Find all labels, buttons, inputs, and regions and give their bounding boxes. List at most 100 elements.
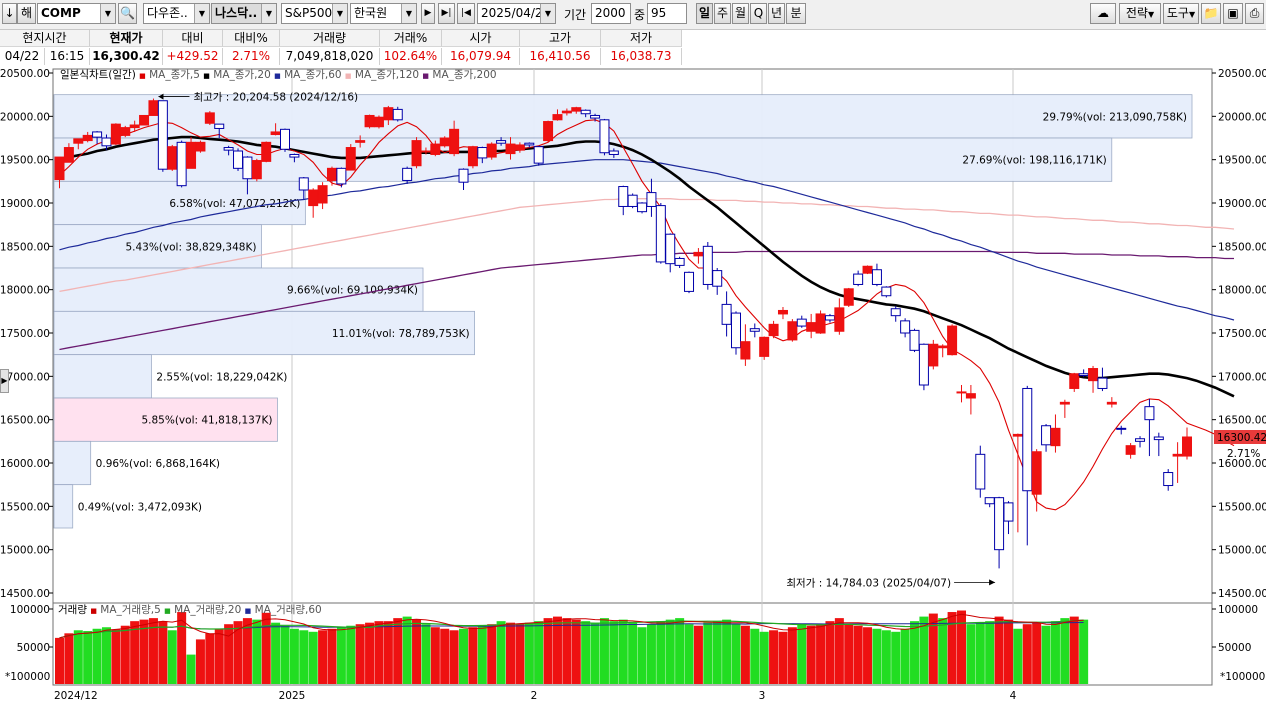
- panel-expand-icon[interactable]: ▶: [0, 369, 9, 393]
- folder-icon[interactable]: 📁: [1201, 3, 1221, 24]
- quote-high: 16,410.56: [520, 48, 601, 65]
- y-tick-label-right: 18500.00: [1218, 241, 1266, 253]
- chevron-down-icon[interactable]: ▼: [540, 4, 555, 23]
- candle-body: [383, 107, 394, 121]
- code-input[interactable]: COMP ▼: [37, 3, 116, 24]
- period-input[interactable]: 2000: [591, 3, 631, 24]
- volume-bar: [111, 629, 121, 684]
- play-right-icon[interactable]: ▶: [421, 3, 435, 24]
- candle-body: [815, 313, 826, 334]
- candle-body: [364, 114, 375, 128]
- chevron-down-icon[interactable]: ▼: [261, 4, 276, 23]
- prev-start-icon[interactable]: |◀: [457, 3, 475, 24]
- vol-tick-label-left: 100000: [10, 604, 50, 616]
- x-tick-label: 2: [531, 690, 538, 702]
- tools-button[interactable]: 도구▼: [1163, 3, 1199, 24]
- print-icon[interactable]: ⎙: [1245, 3, 1264, 24]
- volume-bar: [101, 627, 111, 684]
- candle-body: [439, 137, 450, 147]
- vol-tick-label-left: 50000: [17, 642, 50, 654]
- period-minute-button[interactable]: 분: [786, 3, 806, 24]
- volume-bar: [224, 624, 234, 684]
- last-price-box: [1214, 430, 1266, 444]
- volume-profile-bar: [53, 310, 475, 356]
- y-tick-label-left: 15500.00: [0, 501, 50, 513]
- cloud-icon[interactable]: ☁: [1090, 3, 1116, 24]
- candle-body: [1182, 436, 1192, 457]
- candle-body: [1135, 438, 1146, 442]
- market-select-1[interactable]: 다우존.. ▼: [143, 3, 210, 24]
- y-tick-label-left: 17000.00: [0, 371, 50, 383]
- candle-body: [505, 143, 516, 155]
- y-tick-label-left: 19000.00: [0, 198, 50, 210]
- period-label: 기간: [564, 8, 587, 22]
- sea-button[interactable]: 해: [17, 3, 36, 24]
- volume-bar: [938, 618, 948, 684]
- x-tick-label: 4: [1010, 690, 1017, 702]
- currency-select[interactable]: 한국원 ▼: [350, 3, 417, 24]
- down-arrow-button[interactable]: ↓: [2, 3, 17, 24]
- volume-bar: [722, 619, 732, 684]
- volume-bar: [158, 621, 168, 684]
- date-input[interactable]: 2025/04/22 ▼: [477, 3, 556, 24]
- volume-bar: [1060, 618, 1070, 684]
- quote-time: 16:15: [45, 48, 90, 65]
- volume-bar: [214, 628, 224, 684]
- chevron-down-icon[interactable]: ▼: [100, 4, 115, 23]
- chevron-down-icon[interactable]: ▼: [332, 4, 347, 23]
- candle-body: [608, 150, 619, 155]
- quote-volume-pct: 102.64%: [380, 48, 442, 65]
- market-1-label: 다우존..: [147, 6, 188, 20]
- chevron-down-icon[interactable]: ▼: [194, 4, 209, 23]
- ma-line: [59, 159, 1235, 321]
- y-tick-label-right: 16000.00: [1218, 458, 1266, 470]
- volume-bar: [1050, 621, 1060, 684]
- count-input[interactable]: 95: [647, 3, 687, 24]
- candle-body: [552, 114, 563, 121]
- search-icon[interactable]: 🔍: [118, 3, 137, 24]
- candle-body: [524, 142, 535, 146]
- candle-body: [280, 128, 290, 150]
- volume-bar: [637, 627, 647, 684]
- candle-body: [242, 156, 253, 180]
- volume-profile-bar: [53, 354, 152, 399]
- ma-line: [59, 250, 1234, 351]
- period-day-button[interactable]: 일: [696, 3, 713, 24]
- candle-body: [590, 114, 601, 119]
- candle-body: [947, 325, 958, 356]
- volume-bar: [421, 624, 431, 684]
- candle-body: [561, 110, 572, 114]
- low-arrow-head: [989, 579, 996, 586]
- period-quarter-button[interactable]: Q: [750, 3, 767, 24]
- candle-body: [618, 186, 629, 207]
- volume-bar: [242, 618, 252, 684]
- period-week-button[interactable]: 주: [714, 3, 731, 24]
- volume-bar: [261, 612, 271, 684]
- candle-body: [82, 134, 93, 142]
- y-tick-label-right: 19500.00: [1218, 155, 1266, 167]
- volume-profile-label: 11.01%(vol: 78,789,753K): [332, 328, 470, 340]
- strategy-button[interactable]: 전략▼: [1119, 3, 1161, 24]
- chevron-down-icon[interactable]: ▼: [401, 4, 416, 23]
- candle-body: [92, 131, 103, 138]
- candle-body: [157, 100, 168, 170]
- period-month-button[interactable]: 월: [732, 3, 749, 24]
- volume-bar: [167, 630, 177, 684]
- next-end-icon[interactable]: ▶|: [438, 3, 455, 24]
- volume-bar: [55, 637, 64, 684]
- candle-body: [918, 343, 929, 386]
- candle-body: [712, 270, 723, 287]
- quote-change: +429.52: [163, 48, 223, 65]
- market-select-2[interactable]: 나스닥.. ▼: [211, 3, 277, 24]
- volume-bar: [628, 622, 638, 684]
- candle-body: [646, 192, 657, 207]
- market-select-3[interactable]: S&P500 ▼: [281, 3, 348, 24]
- candle-body: [702, 245, 713, 285]
- period-year-button[interactable]: 년: [768, 3, 785, 24]
- volume-bar: [308, 631, 318, 684]
- volume-bar: [552, 616, 562, 684]
- volume-bar: [853, 625, 863, 684]
- candle-body: [806, 322, 817, 332]
- save-icon[interactable]: ▣: [1223, 3, 1243, 24]
